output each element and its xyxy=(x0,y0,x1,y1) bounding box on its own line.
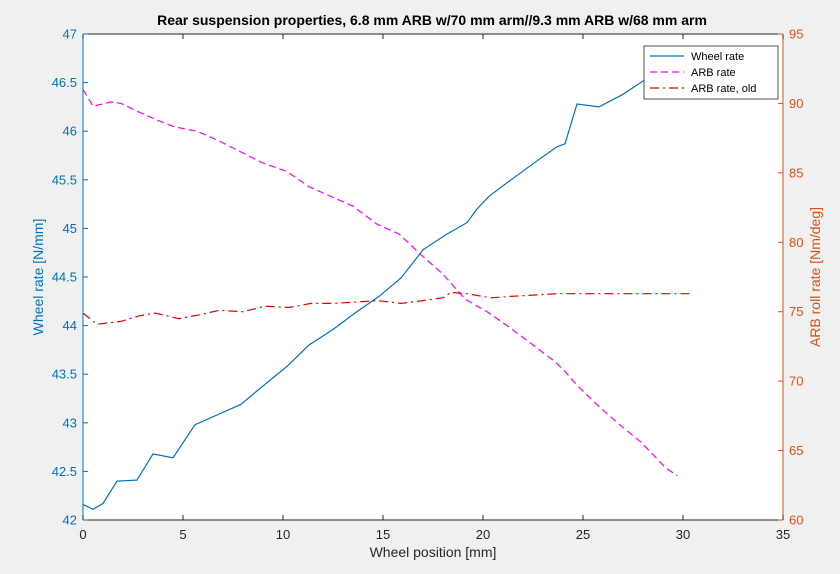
y-right-tick-label: 85 xyxy=(789,165,803,180)
y-left-tick-label: 44 xyxy=(63,318,77,333)
x-tick-label: 0 xyxy=(79,527,86,542)
axes-layer xyxy=(82,33,784,521)
legend: Wheel rate ARB rate ARB rate, old xyxy=(643,45,779,100)
y-left-tick-label: 43.5 xyxy=(52,367,77,382)
y-axis-right-label: ARB roll rate [Nm/deg] xyxy=(807,207,823,347)
series-line-2 xyxy=(82,89,678,477)
y-left-tick-label: 43 xyxy=(63,415,77,430)
ticks-layer: 0 5 10 15 20 25 30 35 42 42.5 43 43.5 44 44.5 45 45.5 46… xyxy=(52,27,804,543)
y-left-tick-label: 46 xyxy=(63,124,77,139)
y-left-tick-label: 46.5 xyxy=(52,75,77,90)
plot-area xyxy=(83,34,783,520)
x-tick-label: 35 xyxy=(776,527,790,542)
y-axis-left-label: Wheel rate [N/mm] xyxy=(30,219,46,336)
x-tick-label: 15 xyxy=(376,527,390,542)
x-tick-label: 20 xyxy=(476,527,490,542)
series-line-1 xyxy=(82,49,694,510)
y-right-tick-label: 70 xyxy=(789,374,803,389)
x-tick-label: 10 xyxy=(276,527,290,542)
chart-title: Rear suspension properties, 6.8 mm ARB w… xyxy=(157,12,707,28)
y-right-tick-label: 75 xyxy=(789,304,803,319)
series-layer xyxy=(82,49,694,510)
y-left-tick-label: 47 xyxy=(63,27,77,42)
legend-label-1: Wheel rate xyxy=(691,51,744,63)
y-left-tick-label: 45 xyxy=(63,221,77,236)
y-right-tick-label: 80 xyxy=(789,235,803,250)
x-tick-label: 30 xyxy=(676,527,690,542)
y-right-tick-label: 90 xyxy=(789,96,803,111)
x-axis-label: Wheel position [mm] xyxy=(370,544,497,560)
y-left-tick-label: 45.5 xyxy=(52,172,77,187)
y-left-tick-label: 42.5 xyxy=(52,464,77,479)
x-tick-label: 5 xyxy=(179,527,186,542)
y-right-tick-label: 60 xyxy=(789,513,803,528)
y-right-tick-label: 95 xyxy=(789,27,803,42)
y-right-tick-label: 65 xyxy=(789,443,803,458)
y-left-tick-label: 44.5 xyxy=(52,270,77,285)
x-tick-label: 25 xyxy=(576,527,590,542)
y-left-tick-label: 42 xyxy=(63,513,77,528)
series-line-3 xyxy=(82,291,693,325)
legend-label-2: ARB rate xyxy=(691,67,736,79)
legend-label-3: ARB rate, old xyxy=(691,83,756,95)
